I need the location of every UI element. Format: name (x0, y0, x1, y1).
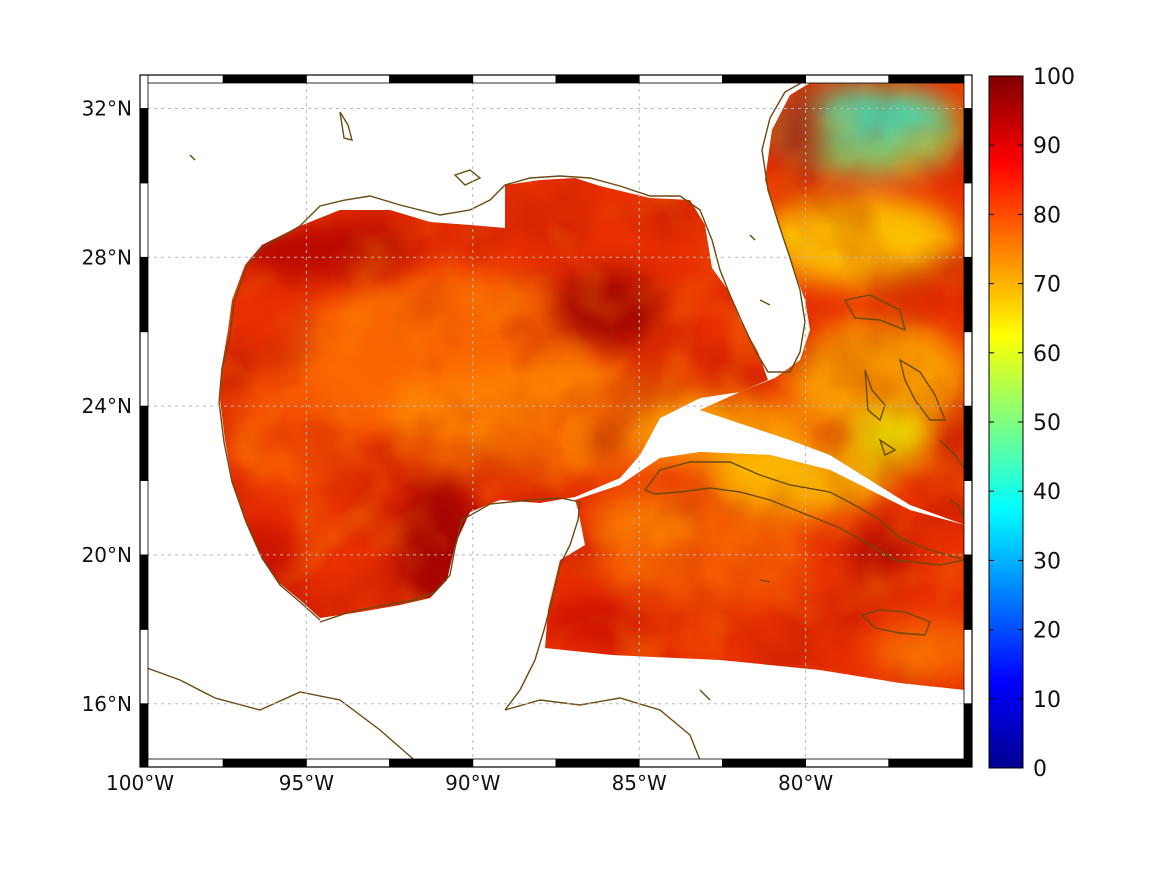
colorbar: 0 10 20 30 40 50 60 70 80 90 100 (988, 65, 1075, 782)
frame-segment-top (472, 74, 557, 84)
colorbar-tick-label: 50 (1033, 411, 1061, 436)
latitude-label: 24°N (82, 394, 132, 418)
frame-segment-bottom (805, 758, 890, 768)
frame-segment-top (805, 74, 890, 84)
longitude-label: 80°W (778, 771, 833, 795)
coastlines (146, 77, 966, 766)
frame-segment-right (963, 182, 973, 258)
frame-segment-top (722, 74, 807, 84)
frame-segment-left (139, 628, 149, 705)
longitude-label: 100°W (106, 771, 174, 795)
frame-segment-top (888, 74, 973, 84)
frame-segment-bottom (389, 758, 474, 768)
frame-segment-left (139, 108, 149, 184)
latitude-labels: 32°N 28°N 24°N 20°N 16°N (82, 96, 132, 715)
longitude-labels: 100°W 95°W 90°W 85°W 80°W (106, 771, 833, 795)
colorbar-tick-label: 30 (1033, 549, 1061, 574)
colorbar-tick-label: 10 (1033, 688, 1061, 713)
frame-segment-top (222, 74, 307, 84)
frame-segment-left (139, 703, 149, 768)
colorbar-tick-label: 20 (1033, 619, 1061, 644)
yucatan-coastline (319, 497, 581, 711)
colorbar-gradient (988, 75, 1024, 769)
frame-segment-left (139, 182, 149, 258)
frame-segment-bottom (888, 758, 973, 768)
frame-segment-bottom (638, 758, 723, 768)
frame-segment-bottom (139, 758, 224, 768)
frame-segment-bottom (472, 758, 557, 768)
frame-segment-right (963, 74, 973, 109)
colorbar-ticks: 0 10 20 30 40 50 60 70 80 90 100 (989, 65, 1075, 782)
jamaica-coastline (860, 609, 931, 636)
frame-segment-top (638, 74, 723, 84)
colorbar-tick-label: 70 (1033, 273, 1061, 298)
frame-segment-left (139, 256, 149, 333)
longitude-label: 85°W (612, 771, 667, 795)
map-frame (139, 74, 973, 768)
grid-lines (147, 82, 965, 760)
longitude-label: 90°W (445, 771, 500, 795)
frame-segment-left (139, 331, 149, 407)
bahamas-coastline (843, 294, 907, 332)
gulf-coastline (218, 77, 811, 621)
frame-segment-left (139, 74, 149, 109)
latitude-label: 28°N (82, 245, 132, 269)
frame-segment-right (963, 108, 973, 184)
latitude-label: 20°N (82, 543, 132, 567)
frame-segment-right (963, 480, 973, 556)
frame-segment-bottom (222, 758, 307, 768)
colorbar-tick-label: 100 (1033, 65, 1075, 90)
colorbar-tick-label: 90 (1033, 134, 1061, 159)
frame-segment-left (139, 554, 149, 630)
central-america-coastline (146, 667, 421, 766)
frame-segment-right (963, 331, 973, 407)
latitude-label: 32°N (82, 96, 132, 120)
latitude-label: 16°N (82, 692, 132, 716)
frame-segment-top (139, 74, 224, 84)
frame-segment-bottom (722, 758, 807, 768)
frame-segment-right (963, 703, 973, 768)
frame-outline (139, 74, 973, 768)
colorbar-tick-label: 60 (1033, 342, 1061, 367)
colorbar-tick-label: 40 (1033, 480, 1061, 505)
frame-segment-right (963, 628, 973, 705)
frame-segment-right (963, 554, 973, 630)
colorbar-tick-label: 0 (1033, 757, 1047, 782)
longitude-label: 95°W (279, 771, 334, 795)
frame-segment-top (389, 74, 474, 84)
frame-segment-bottom (305, 758, 390, 768)
colorbar-tick-label: 80 (1033, 203, 1061, 228)
frame-segment-top (305, 74, 390, 84)
frame-segment-top (555, 74, 640, 84)
frame-segment-right (963, 405, 973, 481)
frame-segment-left (139, 480, 149, 556)
frame-segment-bottom (555, 758, 640, 768)
frame-segment-left (139, 405, 149, 481)
frame-segment-right (963, 256, 973, 333)
